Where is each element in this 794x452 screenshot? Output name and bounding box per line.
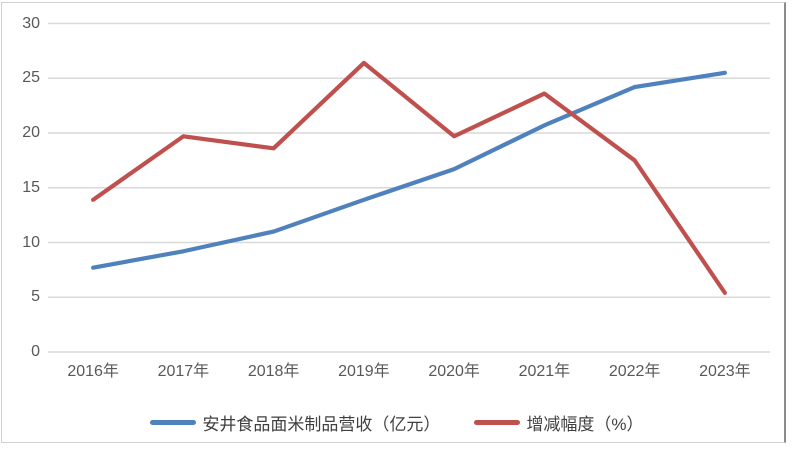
y-tick-label: 10	[22, 233, 40, 251]
legend-line-revenue-icon	[150, 420, 197, 425]
legend-label-growth-rate: 增减幅度（%）	[526, 415, 644, 434]
series-line-0	[91, 70, 727, 270]
x-tick-label: 2023年	[699, 363, 751, 380]
legend: 安井食品面米制品营收（亿元） 增减幅度（%）	[0, 410, 794, 435]
x-tick-label: 2017年	[157, 363, 210, 380]
y-tick-label: 15	[22, 178, 40, 196]
chart-border-frame	[1, 2, 786, 443]
y-tick-label: 30	[22, 14, 40, 32]
x-tick-label: 2016年	[67, 363, 119, 380]
y-tick-label: 20	[22, 124, 40, 141]
x-tick-label: 2018年	[247, 363, 300, 380]
y-tick-label: 5	[31, 288, 40, 306]
x-tick-label: 2020年	[428, 363, 480, 380]
legend-line-growth-rate-icon	[474, 420, 521, 425]
legend-label-revenue: 安井食品面米制品营收（亿元）	[202, 415, 441, 434]
y-tick-label: 0	[31, 343, 40, 360]
x-tick-label: 2019年	[338, 363, 390, 380]
series-line-1	[91, 60, 727, 295]
x-tick-label: 2022年	[608, 363, 661, 380]
x-tick-label: 2021年	[518, 363, 571, 380]
y-tick-label: 25	[22, 69, 40, 87]
